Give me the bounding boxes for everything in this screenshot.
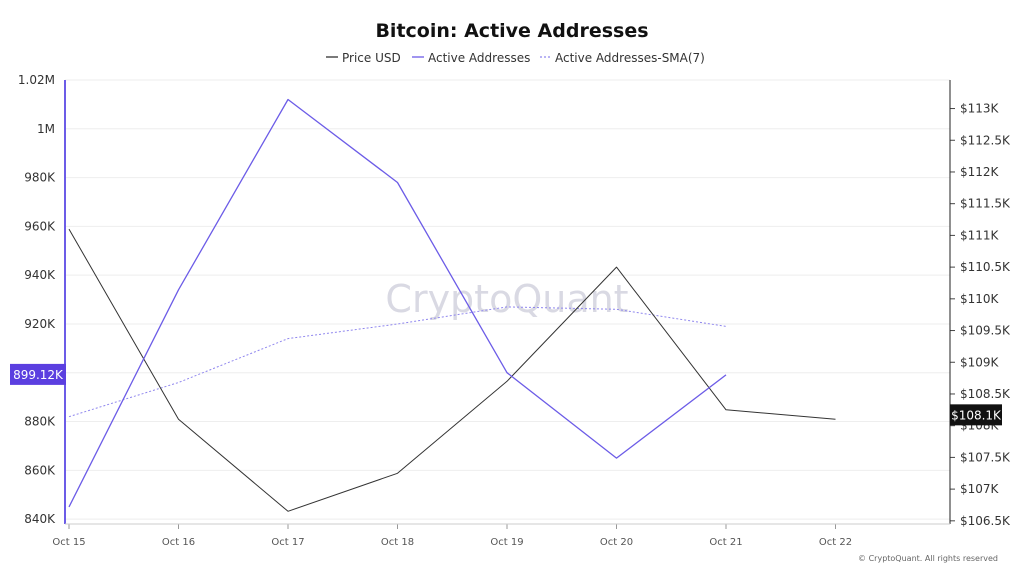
right-value-badge-label: $108.1K <box>951 408 1002 422</box>
x-tick-label: Oct 22 <box>819 537 852 548</box>
x-tick-label: Oct 18 <box>381 537 414 548</box>
x-tick-label: Oct 19 <box>490 537 523 548</box>
y-right-tick-label: $110K <box>960 292 1000 306</box>
y-left-tick-label: 840K <box>24 512 56 526</box>
right-value-badge <box>950 404 1002 426</box>
series-line-active-addresses <box>68 98 727 508</box>
copyright-notice: © CryptoQuant. All rights reserved <box>858 554 998 563</box>
x-tick-label: Oct 15 <box>52 537 85 548</box>
left-value-badge-label: 899.12K <box>13 368 64 382</box>
y-left-tick-label: 860K <box>24 463 56 477</box>
y-right-tick-label: $113K <box>960 102 1000 116</box>
watermark: CryptoQuant <box>385 277 628 321</box>
y-left-tick-label: 940K <box>24 268 56 282</box>
legend-label: Active Addresses-SMA(7) <box>555 51 705 65</box>
y-right-tick-label: $107K <box>960 482 1000 496</box>
y-left-tick-label: 980K <box>24 171 56 185</box>
legend-label: Price USD <box>342 51 401 65</box>
y-left-tick-label: 960K <box>24 219 56 233</box>
y-right-tick-label: $108.5K <box>960 387 1011 401</box>
badges: 899.12K $108.1K <box>10 363 1002 426</box>
grid <box>65 79 950 520</box>
left-value-badge <box>10 363 66 385</box>
y-right-tick-label: $111.5K <box>960 197 1011 211</box>
y-right-tick-label: $111K <box>960 228 1000 242</box>
x-tick-label: Oct 21 <box>709 537 742 548</box>
y-left-tick-label: 880K <box>24 415 56 429</box>
x-tick-label: Oct 20 <box>600 537 633 548</box>
legend-label: Active Addresses <box>428 51 530 65</box>
y-right-tick-label: $112.5K <box>960 133 1011 147</box>
series-layer <box>68 98 836 512</box>
y-right-tick-label: $109.5K <box>960 324 1011 338</box>
y-right-tick-label: $107.5K <box>960 450 1011 464</box>
y-right-tick-label: $112K <box>960 165 1000 179</box>
x-tick-label: Oct 16 <box>162 537 195 548</box>
series-line-price-usd <box>68 228 836 512</box>
chart-title: Bitcoin: Active Addresses <box>375 20 648 42</box>
y-left-tick-label: 1M <box>37 122 55 136</box>
y-left-tick-label: 1.02M <box>18 73 55 87</box>
x-tick-label: Oct 17 <box>271 537 304 548</box>
y-right-tick-label: $110.5K <box>960 260 1011 274</box>
y-right-tick-label: $109K <box>960 355 1000 369</box>
legend: Price USD Active Addresses Active Addresse… <box>326 51 705 65</box>
y-right-tick-label: $106.5K <box>960 514 1011 528</box>
y-left-tick-label: 920K <box>24 317 56 331</box>
